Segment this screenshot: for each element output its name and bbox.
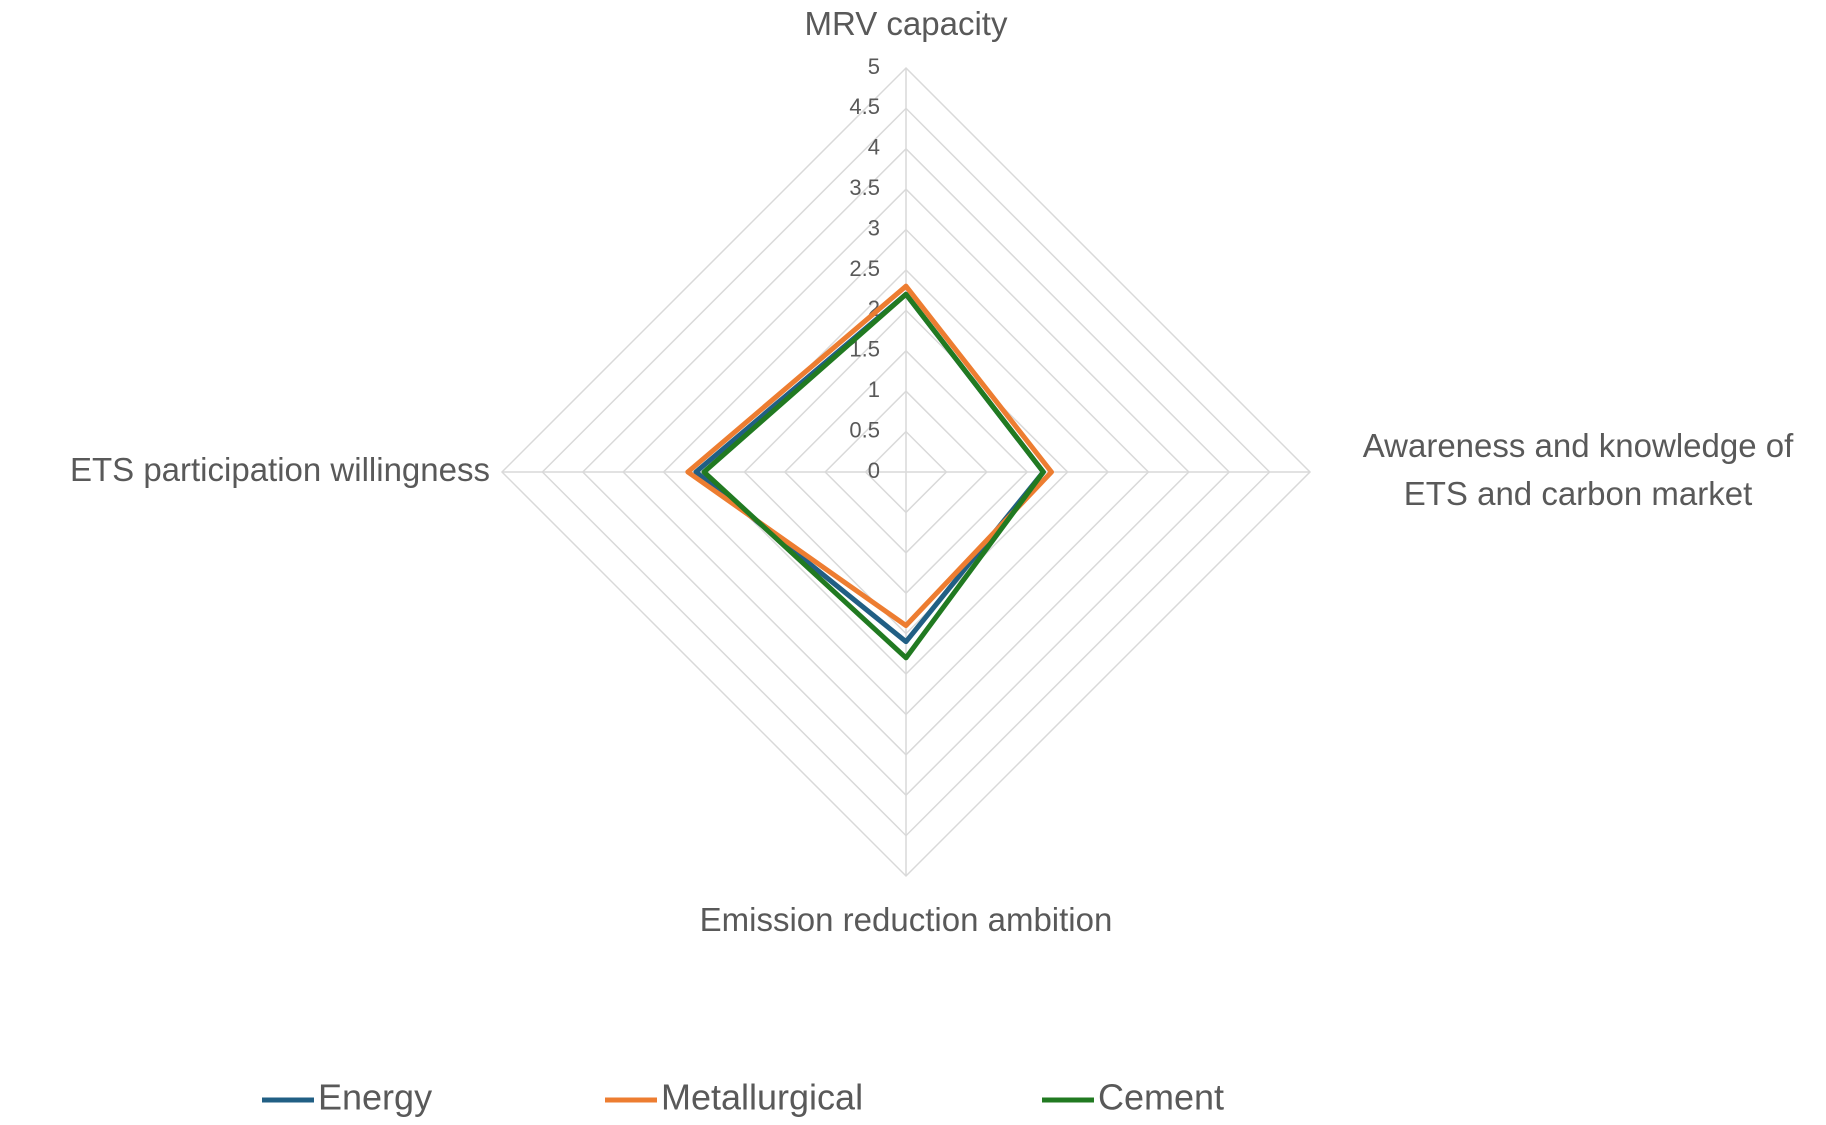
tick-label: 3.5 — [849, 175, 880, 200]
tick-label: 4 — [868, 135, 880, 160]
series-line — [701, 291, 1046, 661]
legend-label: Metallurgical — [661, 1077, 863, 1118]
tick-label: 5 — [868, 54, 880, 79]
tick-label: 1 — [868, 377, 880, 402]
axis-label: ETS participation willingness — [69, 451, 490, 488]
tick-label: 0.5 — [849, 417, 880, 442]
legend-label: Energy — [318, 1077, 432, 1118]
tick-label: 2.5 — [849, 256, 880, 281]
tick-label: 4.5 — [849, 94, 880, 119]
tick-label: 3 — [868, 215, 880, 240]
legend-label: Cement — [1098, 1077, 1224, 1118]
series-line — [685, 283, 1054, 629]
axis-label: Awareness and knowledge of ETS and carbo… — [1362, 427, 1794, 512]
axis-label: MRV capacity — [804, 5, 1008, 42]
axis-label: Emission reduction ambition — [699, 901, 1113, 938]
tick-label: 0 — [868, 458, 880, 483]
